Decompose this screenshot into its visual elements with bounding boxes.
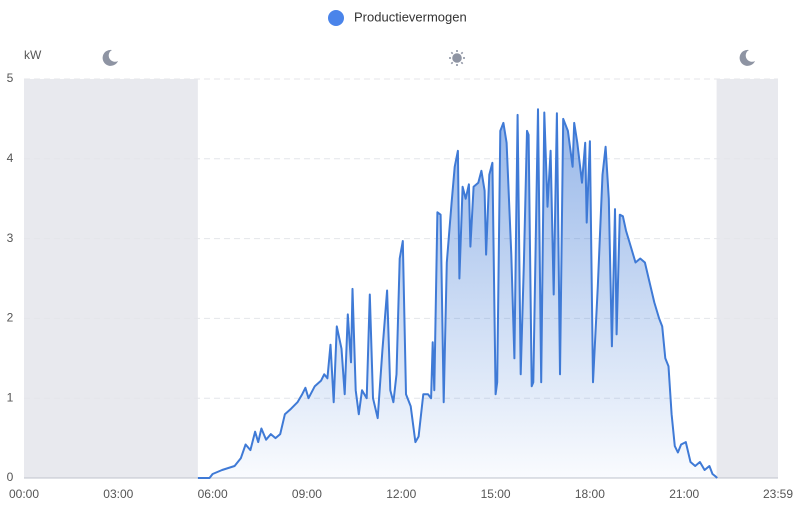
sun-icon [449,50,465,66]
x-tick-label: 12:00 [386,487,416,501]
y-tick-label: 4 [7,151,14,165]
night-shading [716,79,778,478]
y-tick-label: 3 [7,231,14,245]
y-tick-label: 1 [7,390,14,404]
x-tick-label: 18:00 [575,487,605,501]
x-tick-label: 23:59 [763,487,793,501]
background-layer [24,78,778,479]
y-tick-label: 5 [7,71,14,85]
legend-marker[interactable] [328,10,344,26]
y-axis-label: kW [24,48,42,62]
x-tick-label: 15:00 [481,487,511,501]
x-tick-label: 06:00 [198,487,228,501]
x-tick-label: 03:00 [103,487,133,501]
y-tick-label: 2 [7,311,14,325]
moon-icon [739,49,755,66]
x-tick-label: 09:00 [292,487,322,501]
x-tick-label: 21:00 [669,487,699,501]
line [197,108,718,479]
legend-label[interactable]: Productievermogen [354,9,467,24]
x-tick-label: 00:00 [9,487,39,501]
area-fill [197,109,718,479]
moon-icon [102,49,118,66]
night-shading [24,79,198,478]
y-tick-label: 0 [7,470,14,484]
